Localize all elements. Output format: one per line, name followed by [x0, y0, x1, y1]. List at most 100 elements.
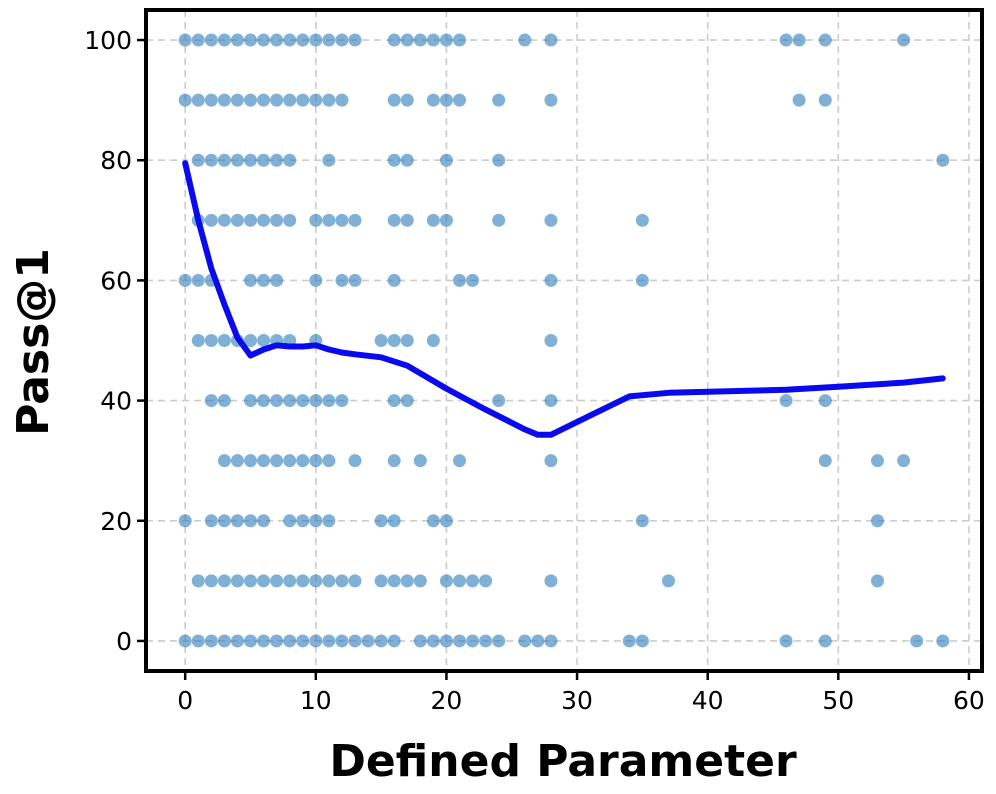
scatter-point	[413, 574, 427, 588]
scatter-point	[322, 574, 336, 588]
scatter-point	[335, 634, 349, 648]
scatter-point	[283, 454, 297, 468]
scatter-point	[257, 93, 271, 107]
scatter-point	[244, 153, 257, 167]
scatter-point	[178, 514, 192, 528]
scatter-point	[335, 273, 349, 287]
scatter-point	[518, 33, 532, 47]
scatter-point	[217, 93, 231, 107]
y-tick-label: 0	[116, 627, 132, 656]
scatter-point	[191, 634, 205, 648]
scatter-point	[492, 93, 506, 107]
scatter-point	[635, 514, 649, 528]
scatter-point	[309, 394, 323, 408]
scatter-point	[662, 574, 675, 588]
scatter-point	[283, 514, 297, 528]
y-axis-label: Pass@1	[8, 248, 59, 436]
scatter-point	[335, 33, 349, 47]
scatter-point	[309, 33, 323, 47]
scatter-point	[204, 634, 218, 648]
scatter-point	[453, 273, 466, 287]
scatter-point	[191, 33, 205, 47]
trend-line	[182, 160, 946, 438]
scatter-point	[518, 634, 532, 648]
scatter-point	[244, 93, 257, 107]
scatter-point	[335, 574, 349, 588]
scatter-point	[322, 153, 336, 167]
scatter-point	[204, 153, 218, 167]
scatter-point	[387, 273, 401, 287]
scatter-point	[257, 33, 271, 47]
scatter-point	[230, 93, 244, 107]
scatter-point	[871, 514, 884, 528]
scatter-point	[244, 514, 257, 528]
scatter-point	[492, 394, 506, 408]
scatter-point	[492, 634, 506, 648]
scatter-point	[178, 634, 192, 648]
scatter-point	[374, 574, 388, 588]
scatter-point	[283, 93, 297, 107]
scatter-point	[270, 93, 284, 107]
scatter-point	[191, 93, 205, 107]
scatter-point	[309, 634, 323, 648]
scatter-point	[387, 153, 401, 167]
scatter-point	[479, 634, 493, 648]
scatter-point	[400, 213, 414, 227]
scatter-point	[792, 33, 806, 47]
scatter-point	[387, 634, 401, 648]
scatter-point	[230, 514, 244, 528]
scatter-point	[897, 454, 911, 468]
scatter-point	[257, 454, 271, 468]
scatter-point	[779, 394, 793, 408]
scatter-point	[270, 213, 284, 227]
scatter-point	[622, 634, 636, 648]
scatter-points	[178, 33, 950, 648]
scatter-point	[296, 93, 310, 107]
y-tick-label: 100	[84, 26, 132, 55]
scatter-point	[439, 33, 453, 47]
scatter-point	[544, 574, 558, 588]
scatter-point	[322, 634, 336, 648]
scatter-point	[348, 574, 362, 588]
scatter-point	[283, 634, 297, 648]
scatter-point	[426, 33, 440, 47]
scatter-point	[348, 454, 362, 468]
scatter-point	[296, 33, 310, 47]
scatter-point	[204, 514, 218, 528]
scatter-point	[466, 273, 480, 287]
scatter-point	[322, 33, 336, 47]
scatter-point	[439, 574, 453, 588]
scatter-point	[309, 93, 323, 107]
scatter-point	[374, 514, 388, 528]
scatter-point	[400, 93, 414, 107]
scatter-point	[387, 33, 401, 47]
scatter-point	[257, 213, 271, 227]
y-tick-label: 60	[100, 266, 132, 295]
scatter-point	[283, 394, 297, 408]
scatter-point	[387, 394, 401, 408]
scatter-point	[466, 634, 480, 648]
scatter-point	[453, 93, 466, 107]
scatter-point	[400, 574, 414, 588]
scatter-point	[204, 334, 218, 347]
scatter-point	[544, 33, 558, 47]
scatter-point	[387, 454, 401, 468]
scatter-point	[283, 153, 297, 167]
scatter-point	[244, 33, 257, 47]
scatter-point	[635, 213, 649, 227]
scatter-point	[191, 153, 205, 167]
scatter-point	[257, 514, 271, 528]
x-tick-label: 10	[300, 686, 332, 715]
scatter-point	[178, 273, 192, 287]
scatter-point	[322, 454, 336, 468]
scatter-point	[387, 334, 401, 347]
scatter-point	[217, 213, 231, 227]
scatter-point	[335, 93, 349, 107]
scatter-point	[871, 454, 884, 468]
scatter-point	[217, 454, 231, 468]
scatter-point	[296, 634, 310, 648]
scatter-point	[230, 153, 244, 167]
scatter-point	[779, 634, 793, 648]
scatter-point	[244, 213, 257, 227]
